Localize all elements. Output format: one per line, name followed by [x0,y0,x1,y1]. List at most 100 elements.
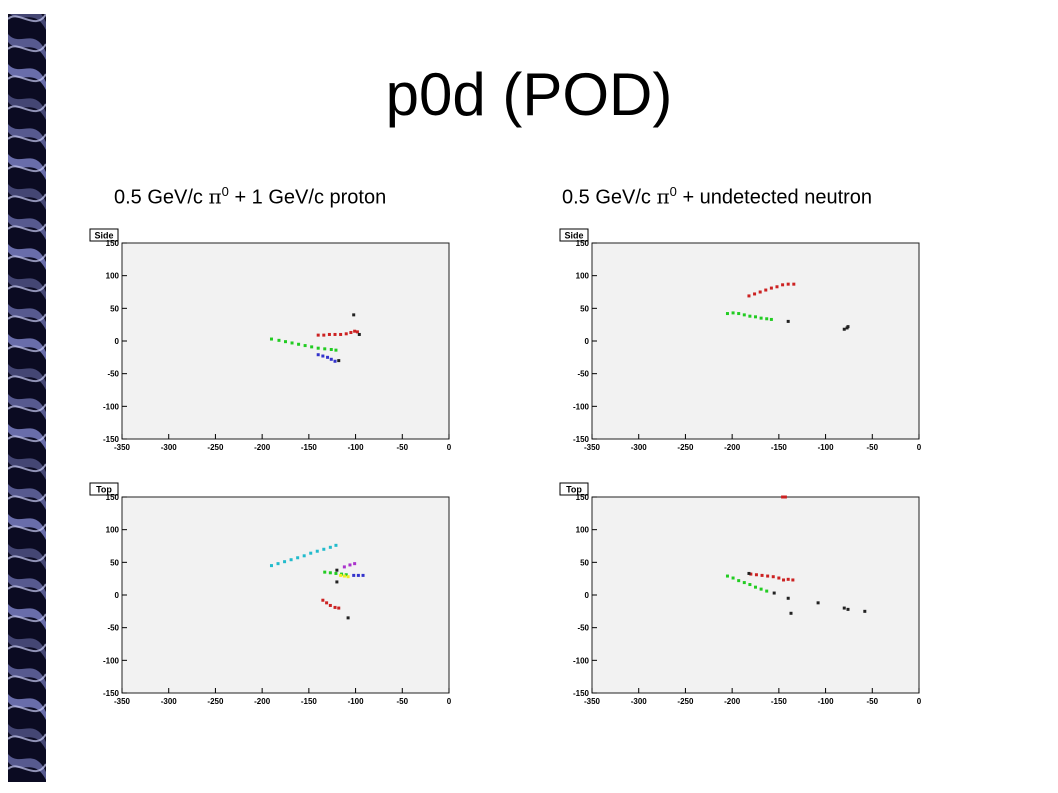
data-point [352,313,356,317]
data-point [742,313,746,317]
y-tick-label: 0 [115,337,120,346]
data-point [337,359,341,363]
data-point [781,495,785,499]
data-point [290,341,294,345]
data-point [759,316,763,320]
data-point [333,605,337,609]
data-point [269,564,273,568]
data-point [765,589,769,593]
decorative-sidebar-image [8,14,46,782]
sidebar-swirl [10,14,46,30]
sidebar-swirl [8,394,46,420]
x-tick-label: -150 [771,697,788,706]
sidebar-swirl [8,94,46,120]
data-point [777,576,781,580]
data-point [352,573,356,577]
sidebar-swirl-highlight [8,193,46,202]
sidebar-swirl-highlight [8,523,46,532]
view-label-box [89,228,119,242]
x-tick-label: -300 [631,697,648,706]
data-point [310,345,314,349]
y-tick-label: 0 [585,337,590,346]
data-point [325,601,329,605]
view-label: Top [566,485,582,495]
x-tick-label: 0 [447,443,452,452]
data-point [747,571,751,575]
data-point [289,558,293,562]
data-point [283,560,287,564]
y-tick-label: 50 [110,304,119,313]
subtitle-right: 0.5 GeV/c π0 + undetected neutron [562,184,872,210]
data-point [758,290,762,294]
data-point [782,578,786,582]
data-point [753,292,757,296]
data-point [356,573,360,577]
x-tick-label: 0 [917,697,922,706]
y-tick-label: -150 [103,689,120,698]
data-point [296,556,300,560]
y-tick-label: 0 [585,591,590,600]
subtitle-right-prefix: 0.5 GeV/c [562,186,657,209]
x-tick-label: -350 [584,443,601,452]
data-point [772,591,776,595]
data-point [783,495,787,499]
data-point [769,286,773,290]
data-point [737,312,741,316]
x-tick-label: -200 [254,697,271,706]
sidebar-swirl-highlight [8,133,46,142]
y-tick-label: 150 [576,493,590,502]
data-point [747,294,751,298]
data-point [334,543,338,547]
sidebar-swirl-highlight [8,343,46,352]
data-point [863,609,867,613]
x-tick-label: -200 [724,443,741,452]
sidebar-swirl [8,454,46,480]
data-point [342,574,346,578]
y-tick-label: -50 [107,370,119,379]
sidebar-swirl [8,34,46,60]
data-point [725,312,729,316]
y-tick-label: 50 [580,304,589,313]
x-tick-label: -100 [818,697,835,706]
data-point [791,578,795,582]
x-tick-label: -350 [114,443,131,452]
sidebar-swirl-highlight [8,73,46,82]
data-point [754,585,757,589]
sidebar-swirl [8,604,46,630]
sidebar-swirl-highlight [8,553,46,562]
sidebar-swirl [8,364,46,390]
data-point [328,603,332,607]
y-tick-label: -150 [103,435,120,444]
plot-area [591,496,920,694]
data-point [353,562,357,566]
subtitle-left-prefix: 0.5 GeV/c [114,186,209,209]
x-tick-label: -50 [867,697,879,706]
y-tick-label: 150 [106,239,120,248]
data-point [344,573,348,577]
data-point [277,338,281,342]
data-point [334,571,338,575]
data-point [328,571,332,575]
sidebar-swirl [8,124,46,150]
data-point [754,315,757,319]
data-point [335,568,339,572]
data-point [737,579,741,583]
data-point [775,285,779,289]
sidebar-swirl [8,724,46,750]
y-tick-label: 100 [106,526,120,535]
sidebar-swirl-highlight [8,463,46,472]
data-point [322,547,326,551]
sidebar-swirl-highlight [8,643,46,652]
view-label: Side [94,231,113,241]
data-point [321,354,325,358]
data-point [346,575,350,579]
x-tick-label: 0 [917,443,922,452]
data-point [346,616,350,620]
data-point [742,581,746,585]
data-point [842,327,846,331]
data-point [842,606,846,610]
y-tick-label: 100 [576,526,590,535]
data-point [846,607,850,611]
data-point [792,282,796,286]
